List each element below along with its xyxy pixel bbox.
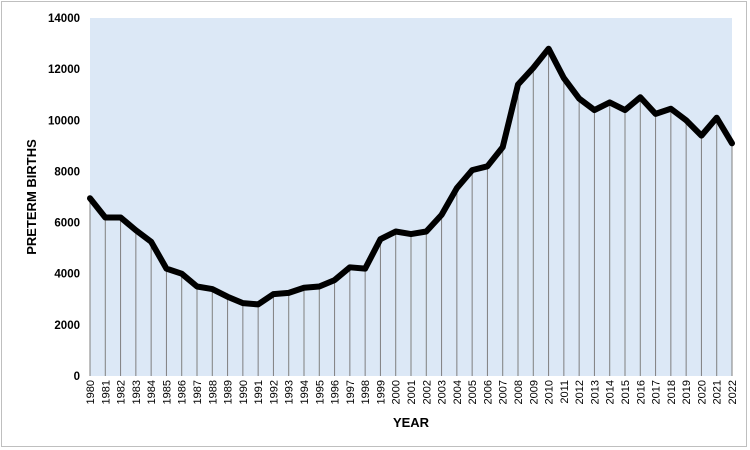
x-tick-label: 1998 <box>360 380 372 404</box>
x-tick-label: 1999 <box>375 380 387 404</box>
y-tick-label: 4000 <box>54 269 80 281</box>
x-tick-label: 2014 <box>605 380 617 404</box>
x-tick-label: 1993 <box>284 380 296 404</box>
x-axis-title: YEAR <box>393 415 430 430</box>
x-tick-label: 2000 <box>391 380 403 404</box>
x-tick-label: 2003 <box>437 380 449 404</box>
y-tick-label: 12000 <box>48 64 80 76</box>
series-area <box>90 48 732 376</box>
y-tick-label: 0 <box>74 371 80 383</box>
y-tick-label: 6000 <box>54 218 80 230</box>
x-tick-label: 2002 <box>421 380 433 404</box>
x-tick-label: 2004 <box>452 380 464 404</box>
y-tick-label: 14000 <box>48 13 80 25</box>
x-tick-label: 1982 <box>116 380 128 404</box>
x-tick-label: 1992 <box>268 380 280 404</box>
x-tick-label: 2006 <box>482 380 494 404</box>
x-tick-label: 2008 <box>513 380 525 404</box>
x-tick-label: 1991 <box>253 380 265 404</box>
x-tick-label: 1986 <box>177 380 189 404</box>
x-tick-label: 2005 <box>467 380 479 404</box>
series-line <box>87 45 735 308</box>
x-tick-label: 2018 <box>666 380 678 404</box>
x-tick-label: 2007 <box>498 380 510 404</box>
x-tick-label: 2022 <box>727 380 739 404</box>
x-tick-label: 2017 <box>651 380 663 404</box>
x-tick-label: 1997 <box>345 380 357 404</box>
y-tick-label: 10000 <box>48 115 80 127</box>
x-tick-label: 1984 <box>146 380 158 404</box>
y-tick-label: 8000 <box>54 166 80 178</box>
x-tick-label: 2016 <box>635 380 647 404</box>
y-axis-title: PRETERM BIRTHS <box>24 139 39 255</box>
x-tick-label: 1995 <box>314 380 326 404</box>
x-tick-label: 1983 <box>131 380 143 404</box>
y-tick-label: 2000 <box>54 320 80 332</box>
x-tick-label: 1989 <box>223 380 235 404</box>
x-tick-label: 2021 <box>712 380 724 404</box>
x-tick-label: 2020 <box>696 380 708 404</box>
x-tick-label: 1980 <box>85 380 97 404</box>
x-tick-label: 1988 <box>207 380 219 404</box>
x-tick-label: 2019 <box>681 380 693 404</box>
x-tick-label: 2010 <box>544 380 556 404</box>
x-tick-label: 2012 <box>574 380 586 404</box>
x-tick-label: 2009 <box>528 380 540 404</box>
x-tick-label: 2011 <box>559 380 571 404</box>
x-tick-label: 2013 <box>589 380 601 404</box>
x-tick-label: 1990 <box>238 380 250 404</box>
x-tick-label: 2015 <box>620 380 632 404</box>
x-tick-label: 2001 <box>406 380 418 404</box>
x-tick-label: 1985 <box>161 380 173 404</box>
x-tick-label: 1981 <box>100 380 112 404</box>
x-tick-label: 1987 <box>192 380 204 404</box>
x-tick-label: 1996 <box>330 380 342 404</box>
x-tick-label: 1994 <box>299 380 311 404</box>
